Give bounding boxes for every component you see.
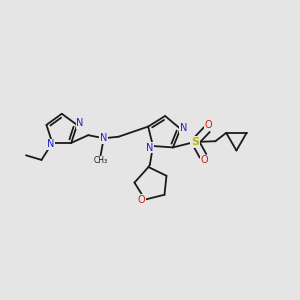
Text: N: N [146,142,153,153]
Text: N: N [47,140,54,149]
Text: CH₃: CH₃ [94,156,108,165]
Text: O: O [205,120,212,130]
Text: N: N [100,133,107,143]
Text: S: S [191,137,199,147]
Text: O: O [201,155,208,165]
Text: N: N [76,118,84,128]
Text: N: N [180,123,187,133]
Text: O: O [137,195,145,205]
